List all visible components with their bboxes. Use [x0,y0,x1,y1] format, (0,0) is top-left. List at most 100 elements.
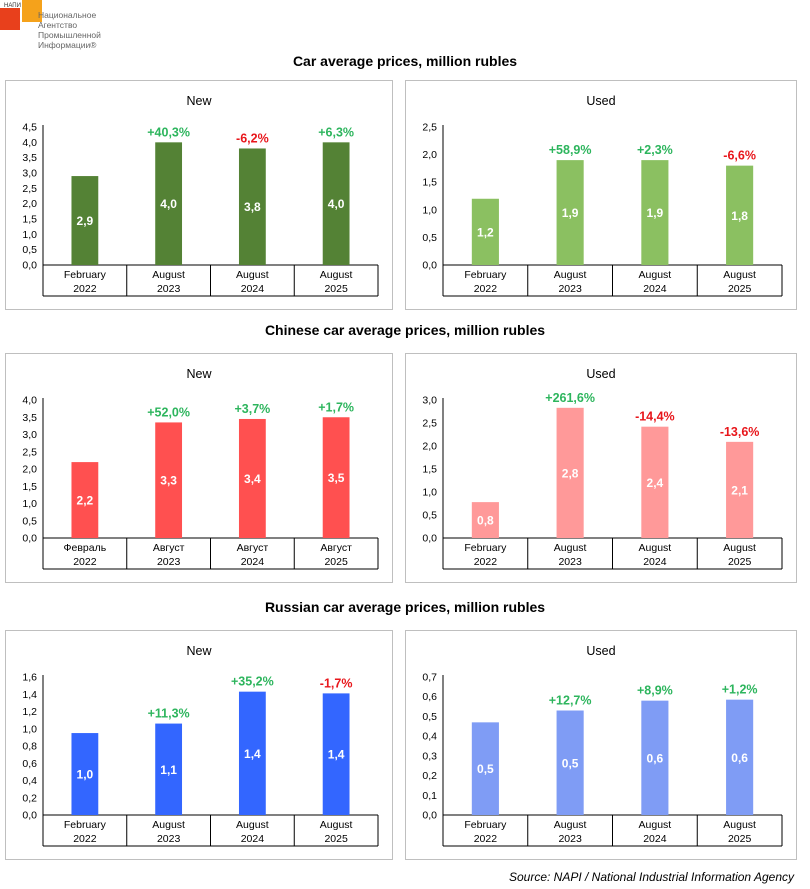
x-category-year-label: 2022 [474,556,498,568]
y-tick-label: 1,0 [22,229,37,241]
bar-value-label: 4,0 [160,197,177,211]
x-category-year-label: 2024 [241,283,265,295]
x-category-label: August [152,819,185,831]
x-category-year-label: 2025 [728,556,752,568]
y-tick-label: 2,0 [422,441,437,453]
bar [556,710,584,815]
bar [322,417,350,538]
x-category-year-label: 2023 [157,283,181,295]
x-category-label: February [64,269,107,281]
chart-russian-used: Used 0,0 0,1 0,2 0,3 0,4 0,5 0,6 0,7 0,5 February 2… [422,644,783,847]
y-tick-label: 3,5 [22,412,37,424]
y-tick-label: 0,2 [422,770,437,782]
x-category-year-label: 2024 [643,556,667,568]
x-category-label: August [554,819,587,831]
napi-logo: НАПИ Национальное Агентство Промышленной… [0,0,120,60]
x-category-year-label: 2025 [324,283,348,295]
x-category-year-label: 2022 [474,283,498,295]
x-category-year-label: 2023 [558,556,582,568]
logo-orange-square [22,0,42,22]
y-tick-label: 0,2 [22,792,37,804]
x-category-year-label: 2022 [73,833,97,845]
bar-value-label: 3,4 [244,472,261,486]
x-category-label: February [64,819,107,831]
y-tick-label: 0,3 [422,750,437,762]
chart-panel-all-used: Used 0,0 0,5 1,0 1,5 2,0 2,5 1,2 February 2022 1,9… [405,80,797,310]
y-tick-label: 2,0 [22,198,37,210]
y-tick-label: 3,0 [422,395,437,407]
y-tick-label: 2,5 [422,418,437,430]
change-label: +58,9% [549,143,592,157]
x-category-year-label: 2025 [728,283,752,295]
y-tick-label: 0,0 [422,260,437,272]
change-label: +35,2% [231,675,274,689]
section-title-all-cars: Car average prices, million rubles [292,53,518,69]
bar-value-label: 4,0 [328,197,345,211]
bar [726,699,754,815]
bar-value-label: 1,9 [562,206,579,220]
x-category-year-label: 2023 [157,556,181,568]
bar-value-label: 2,9 [77,214,94,228]
x-category-year-label: 2025 [324,833,348,845]
chart-title: Used [586,644,615,658]
y-tick-label: 1,5 [422,464,437,476]
x-category-label: February [464,819,507,831]
y-tick-label: 1,0 [422,487,437,499]
change-label: +261,6% [545,391,595,405]
y-tick-label: 0,4 [22,775,37,787]
x-category-year-label: 2024 [643,833,667,845]
y-tick-label: 0,0 [22,260,37,272]
change-label: +12,7% [549,694,592,708]
logo-name-line: Национальное [38,10,97,20]
y-tick-label: 1,0 [422,204,437,216]
y-tick-label: 1,5 [422,177,437,189]
change-label: -1,7% [320,676,353,690]
bar [471,198,499,265]
bar [238,418,266,538]
bar-value-label: 2,4 [647,476,664,490]
change-label: -14,4% [635,410,675,424]
bar [71,462,99,538]
x-category-year-label: 2023 [558,283,582,295]
bar-value-label: 3,8 [244,200,261,214]
chart-chinese-used: Used 0,0 0,5 1,0 1,5 2,0 2,5 3,0 0,8 February 2022… [422,367,783,570]
y-tick-label: 3,0 [22,168,37,180]
bar-value-label: 1,2 [477,225,494,239]
x-category-label: February [464,269,507,281]
bar [238,148,266,265]
bar [322,693,350,815]
change-label: +11,3% [148,707,190,721]
change-label: +8,9% [637,684,673,698]
change-label: -6,6% [723,149,756,163]
x-category-label: August [639,819,672,831]
x-category-label: August [639,269,672,281]
bar-value-label: 1,8 [731,209,748,223]
y-tick-label: 0,0 [22,810,37,822]
y-tick-label: 1,0 [22,723,37,735]
y-tick-label: 0,0 [422,533,437,545]
y-tick-label: 0,0 [22,533,37,545]
y-tick-label: 0,5 [422,510,437,522]
bar-value-label: 0,8 [477,514,494,528]
logo-abbr: НАПИ [4,3,21,9]
x-category-year-label: 2022 [73,283,97,295]
change-label: +3,7% [234,402,270,416]
bar-value-label: 2,8 [562,466,579,480]
chart-all-new: New 0,0 0,5 1,0 1,5 2,0 2,5 3,0 3,5 4,0 4,5 2,9 Febr… [22,94,379,297]
x-category-label: August [152,269,185,281]
x-category-label: August [639,542,672,554]
y-tick-label: 4,0 [22,137,37,149]
change-label: +1,7% [318,400,354,414]
bar [322,142,350,265]
bar [641,160,669,265]
logo-name-line: Информации® [38,40,97,50]
y-tick-label: 0,1 [422,790,437,802]
bar [641,700,669,815]
x-category-label: Август [237,542,269,554]
x-category-year-label: 2022 [474,833,498,845]
chart-chinese-new: New 0,0 0,5 1,0 1,5 2,0 2,5 3,0 3,5 4,0 2,2 Февраль… [22,367,379,570]
bar [471,502,499,538]
bar-value-label: 2,2 [77,494,94,508]
bar [556,407,584,538]
y-tick-label: 0,6 [422,691,437,703]
